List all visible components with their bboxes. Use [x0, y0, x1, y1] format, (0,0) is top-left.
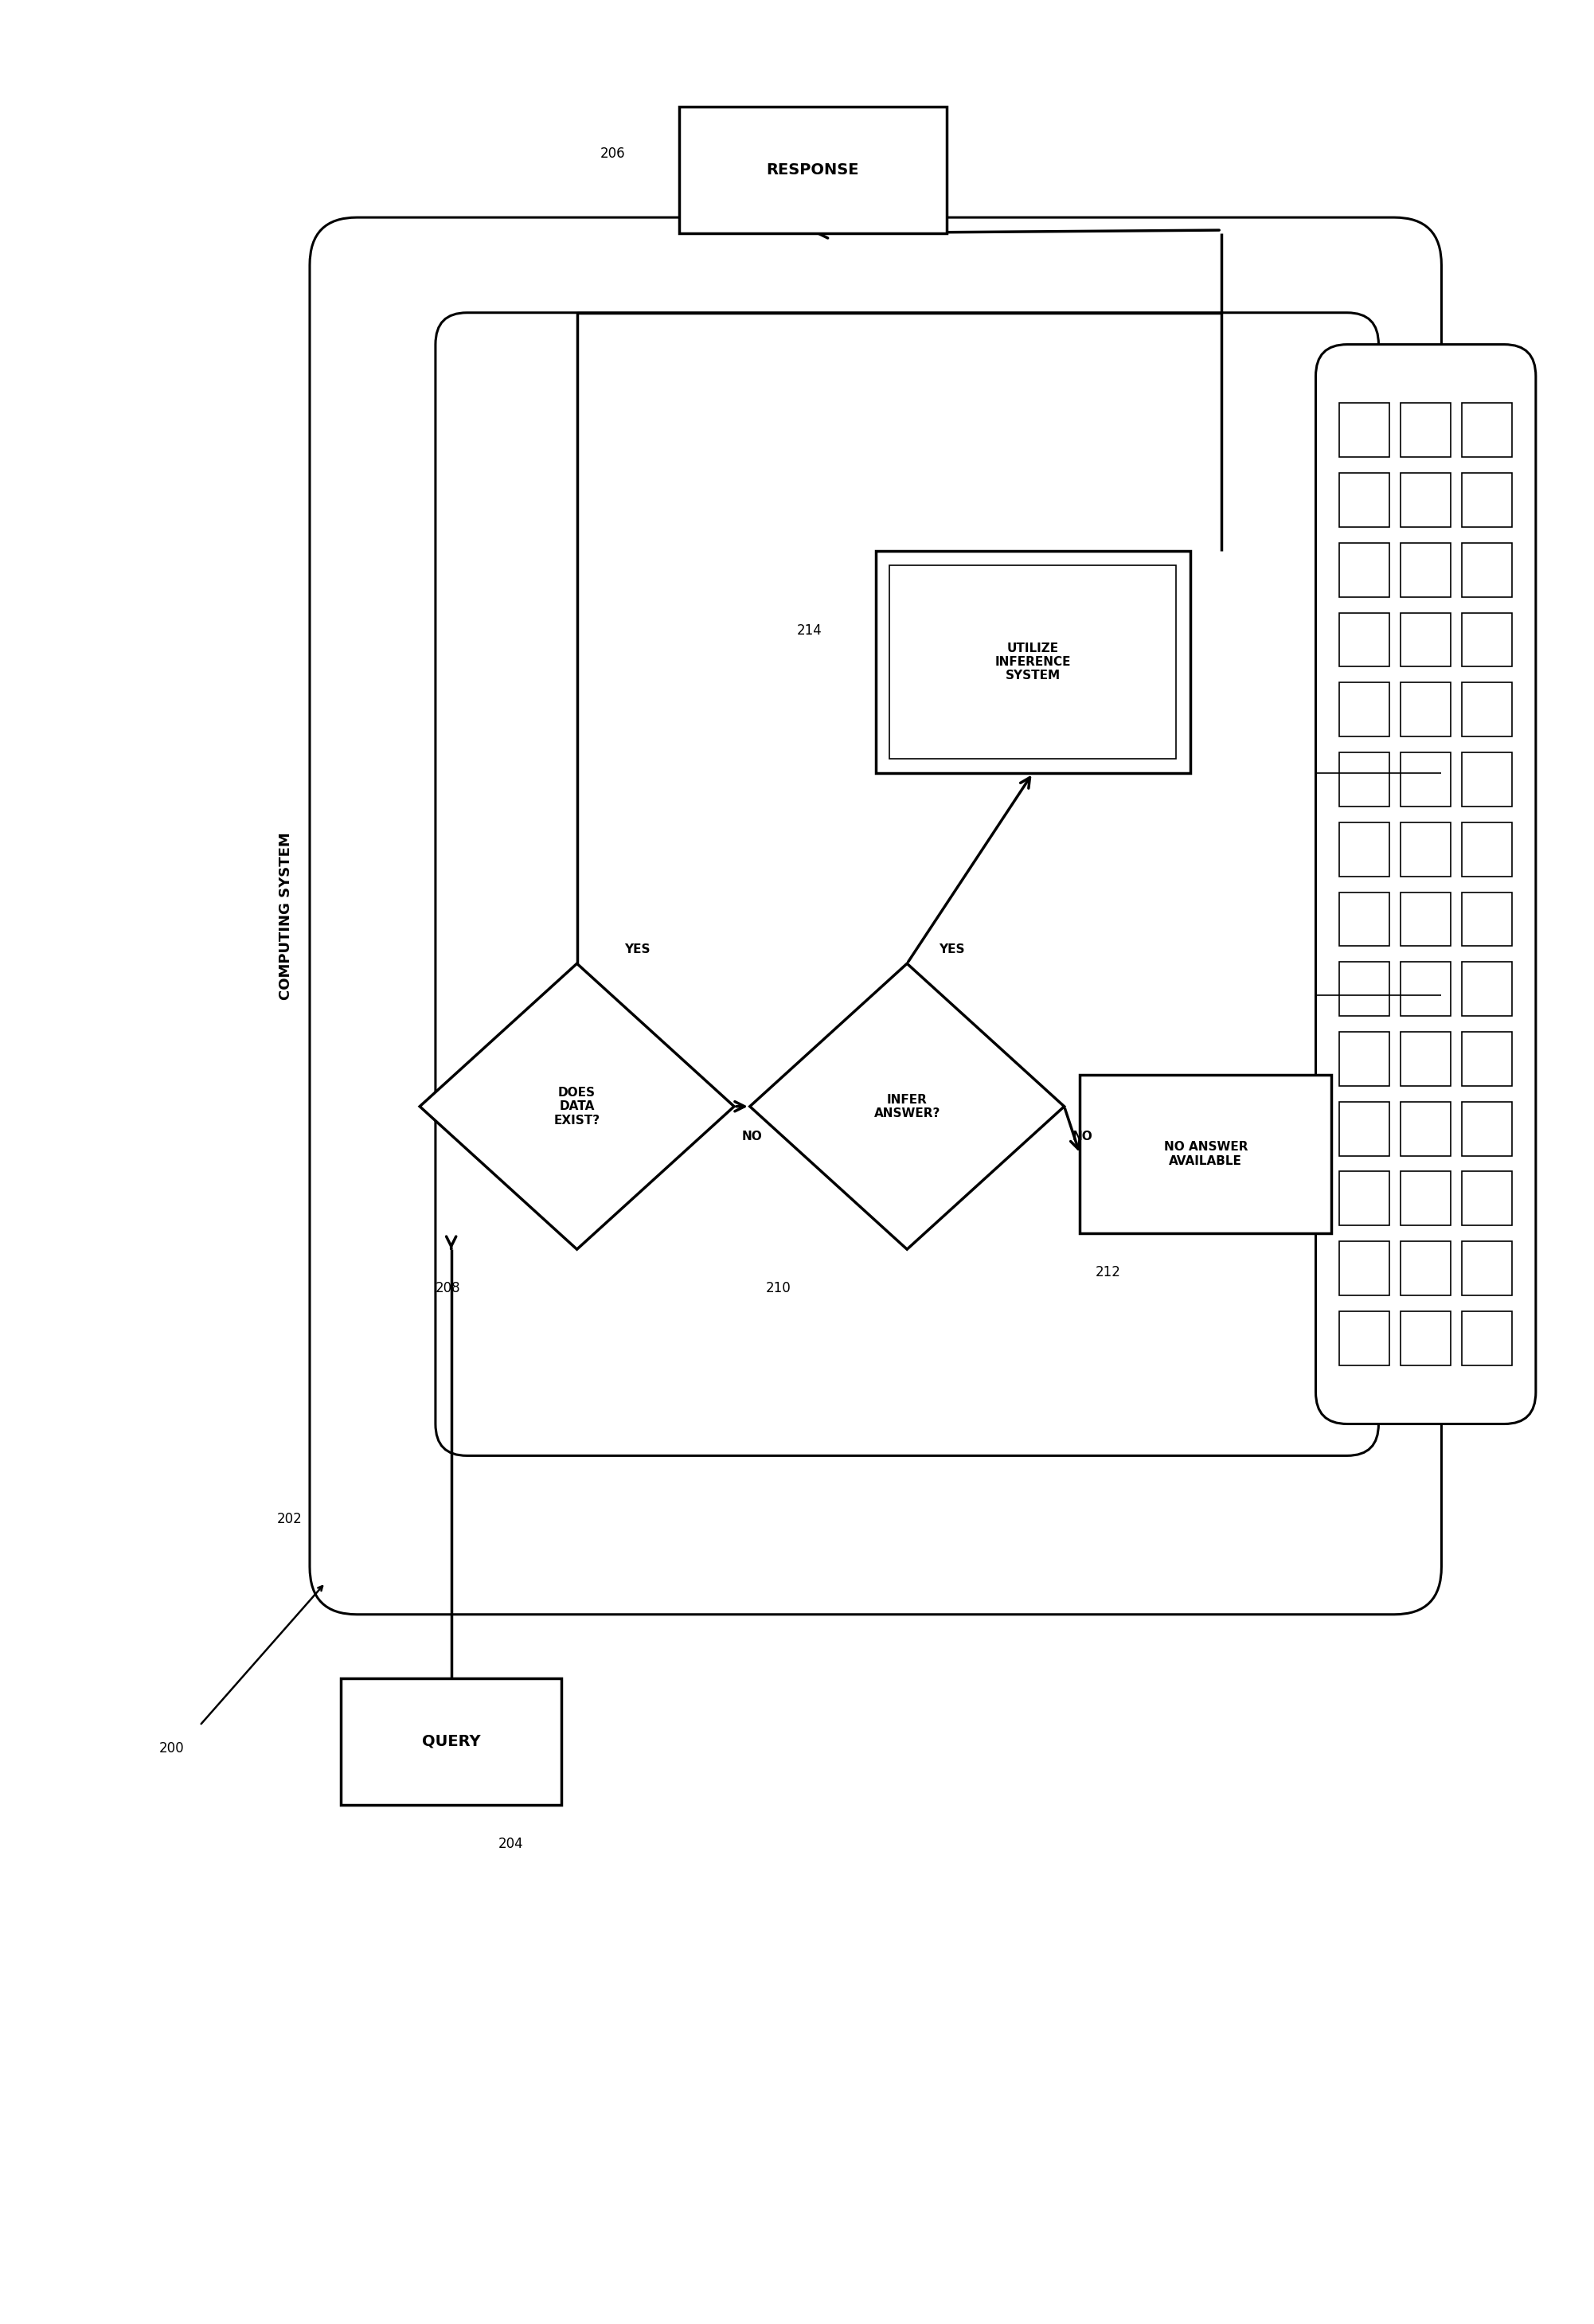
Text: UTILIZE
INFERENCE
SYSTEM: UTILIZE INFERENCE SYSTEM	[995, 641, 1071, 681]
FancyBboxPatch shape	[1315, 344, 1535, 1425]
Text: 208: 208	[435, 1281, 461, 1294]
Bar	[875, 551, 1191, 774]
Bar	[1339, 753, 1390, 806]
Bar	[1462, 1102, 1513, 1155]
Text: NO ANSWER
AVAILABLE: NO ANSWER AVAILABLE	[1164, 1141, 1248, 1167]
Text: INFER
ANSWER?: INFER ANSWER?	[874, 1095, 940, 1120]
Bar	[1339, 1311, 1390, 1364]
Text: YES: YES	[939, 944, 964, 955]
FancyBboxPatch shape	[435, 314, 1379, 1455]
Bar	[1339, 474, 1390, 528]
Bar	[1339, 1102, 1390, 1155]
Bar	[1339, 683, 1390, 737]
Bar	[1462, 823, 1513, 876]
Text: RESPONSE: RESPONSE	[767, 163, 859, 177]
Bar	[1462, 683, 1513, 737]
Bar	[1401, 683, 1451, 737]
Bar	[1401, 1171, 1451, 1225]
Bar	[1339, 962, 1390, 1016]
Text: 206: 206	[601, 146, 626, 160]
Bar	[1462, 962, 1513, 1016]
Bar	[889, 565, 1176, 758]
Bar	[1339, 402, 1390, 458]
Bar	[1401, 892, 1451, 946]
Bar	[1462, 614, 1513, 667]
Text: NO: NO	[1073, 1129, 1092, 1141]
Text: 202: 202	[277, 1513, 301, 1527]
Bar	[1401, 614, 1451, 667]
Text: COMPUTING SYSTEM: COMPUTING SYSTEM	[279, 832, 293, 999]
Bar	[1401, 1311, 1451, 1364]
Bar	[1462, 544, 1513, 597]
Bar	[1339, 1241, 1390, 1294]
Bar	[1339, 614, 1390, 667]
Bar	[1401, 402, 1451, 458]
Bar	[1462, 892, 1513, 946]
Polygon shape	[749, 964, 1065, 1250]
Bar	[1339, 1032, 1390, 1085]
Bar	[1401, 474, 1451, 528]
Text: NO: NO	[741, 1129, 762, 1141]
Text: 214: 214	[797, 623, 823, 637]
Bar	[1462, 1311, 1513, 1364]
Bar	[1401, 1241, 1451, 1294]
Bar	[1462, 402, 1513, 458]
Polygon shape	[419, 964, 735, 1250]
Bar	[1462, 1032, 1513, 1085]
Text: 204: 204	[499, 1836, 523, 1850]
Bar	[1401, 962, 1451, 1016]
Bar	[341, 1678, 561, 1806]
Bar	[1401, 823, 1451, 876]
Bar	[1339, 544, 1390, 597]
Bar	[1401, 753, 1451, 806]
Bar	[1462, 753, 1513, 806]
Text: 210: 210	[765, 1281, 791, 1294]
Text: QUERY: QUERY	[422, 1734, 480, 1750]
Text: DOES
DATA
EXIST?: DOES DATA EXIST?	[553, 1088, 599, 1127]
Bar	[1401, 544, 1451, 597]
Bar	[1401, 1102, 1451, 1155]
Text: 200: 200	[159, 1741, 183, 1755]
Bar	[1339, 823, 1390, 876]
Text: YES: YES	[625, 944, 650, 955]
Bar	[1462, 474, 1513, 528]
Bar	[1401, 1032, 1451, 1085]
FancyBboxPatch shape	[309, 218, 1441, 1615]
Bar	[1462, 1241, 1513, 1294]
Bar	[1462, 1171, 1513, 1225]
Bar	[1339, 1171, 1390, 1225]
Bar	[1339, 892, 1390, 946]
Bar	[1081, 1074, 1331, 1234]
Bar	[679, 107, 947, 232]
Text: 212: 212	[1095, 1264, 1121, 1281]
